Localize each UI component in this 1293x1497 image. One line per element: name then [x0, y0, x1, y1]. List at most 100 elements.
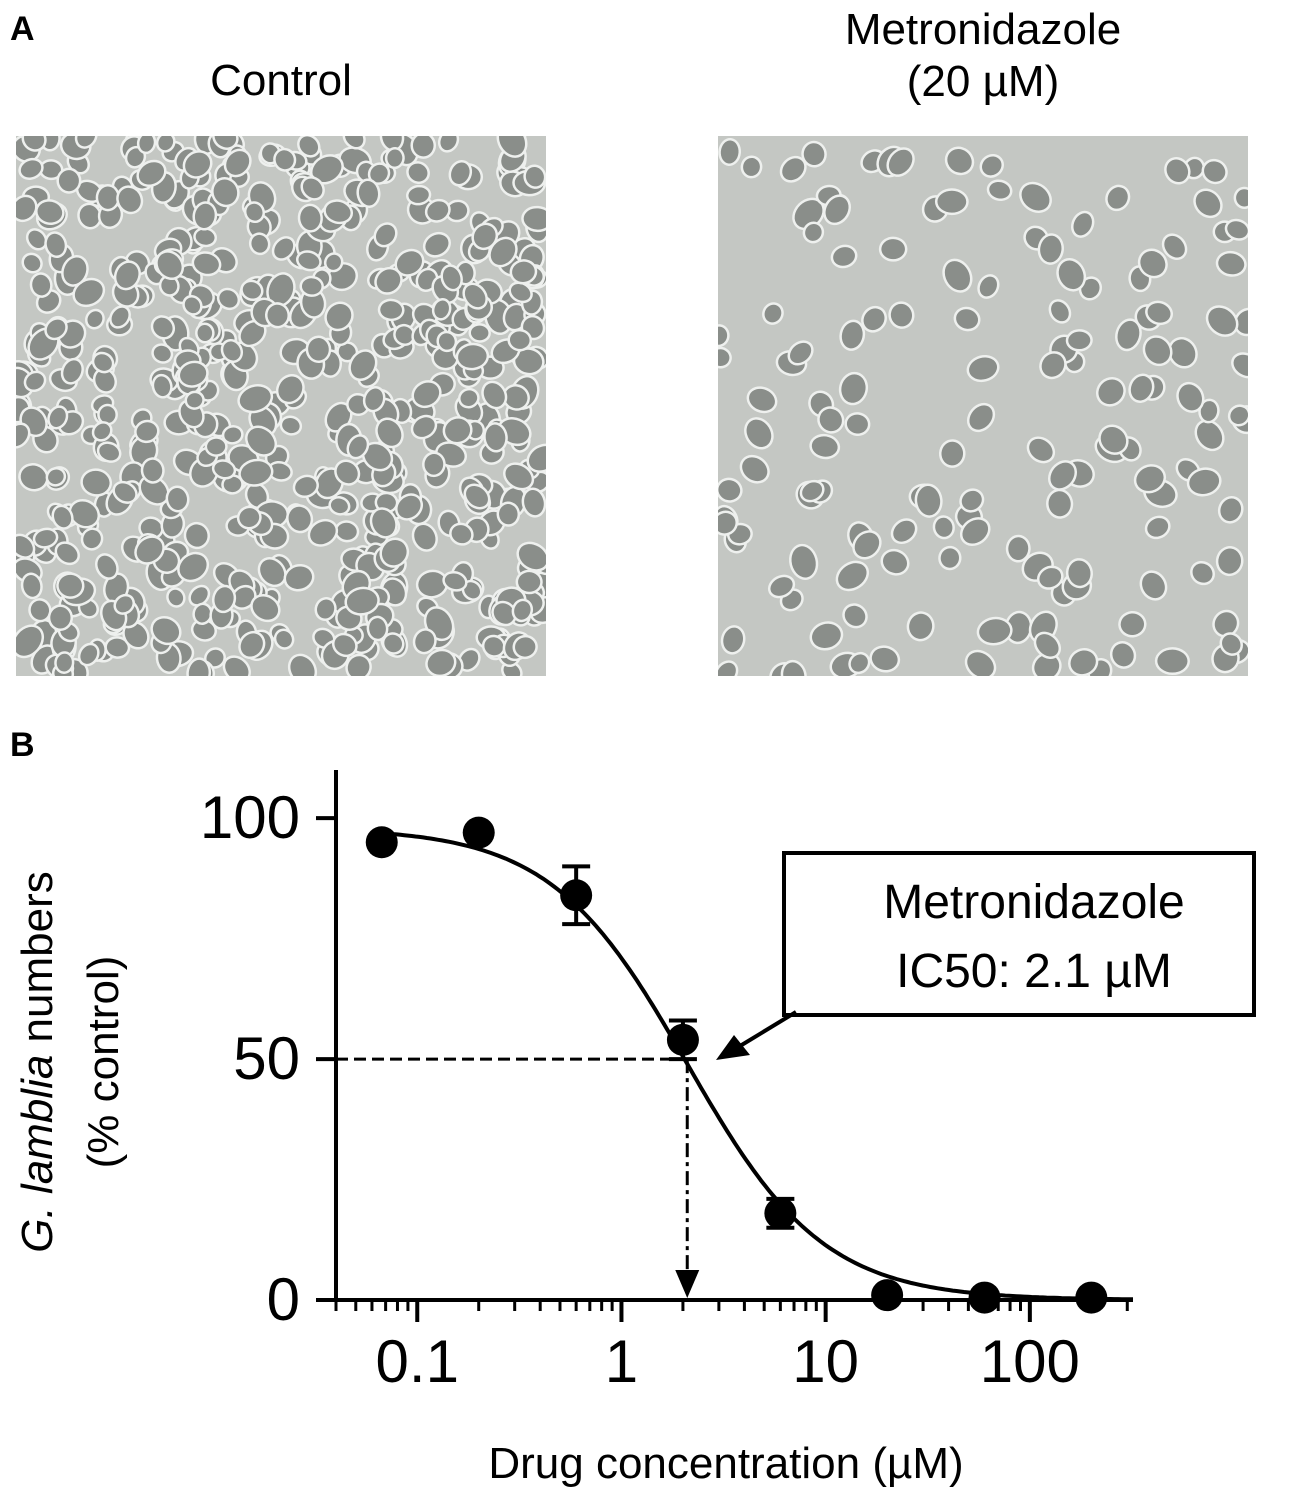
cell — [240, 633, 263, 657]
cell — [440, 136, 457, 151]
cell — [350, 351, 375, 379]
cell — [718, 480, 741, 501]
cell — [802, 482, 823, 500]
cell — [518, 544, 546, 570]
cell — [138, 162, 165, 185]
cell — [1233, 354, 1248, 376]
x-tick-label: 0.1 — [376, 1328, 459, 1395]
cell — [863, 308, 885, 331]
cell — [56, 653, 72, 672]
cell — [240, 322, 265, 345]
cell — [295, 477, 317, 496]
cell — [369, 618, 386, 639]
cell — [214, 587, 234, 611]
annotation-line2: IC50: 2.1 µM — [896, 945, 1172, 998]
cell — [276, 631, 292, 648]
cell — [1073, 213, 1092, 236]
cell — [80, 645, 98, 664]
cell — [188, 659, 209, 676]
cell — [23, 255, 41, 272]
cell — [1058, 260, 1084, 290]
cell — [124, 623, 148, 648]
cell — [1081, 278, 1100, 299]
cell — [1166, 159, 1189, 183]
cell — [413, 417, 435, 437]
tick-labels: 0 50 100 0.1 1 10 100 — [200, 784, 1080, 1395]
y-axis-label-rest: numbers — [13, 871, 62, 1054]
cell — [127, 148, 144, 167]
cell — [168, 589, 184, 606]
fit-curve-group — [381, 831, 1133, 1302]
cell — [967, 652, 994, 676]
cell — [233, 587, 255, 608]
cell — [316, 599, 335, 619]
data-point — [666, 1023, 699, 1056]
cell — [819, 408, 842, 432]
cell — [326, 303, 352, 329]
cell — [347, 656, 370, 676]
cell — [434, 300, 449, 319]
cell — [723, 627, 743, 653]
cell — [154, 376, 171, 397]
cell — [1157, 649, 1188, 673]
cell — [179, 554, 207, 580]
metronidazole-caption-line2: (20 µM) — [906, 57, 1060, 106]
cell — [979, 619, 1011, 644]
cell — [83, 529, 101, 549]
cell — [16, 197, 36, 220]
cell — [99, 406, 116, 423]
cell — [395, 326, 414, 344]
cell — [286, 566, 313, 590]
cell — [300, 206, 321, 231]
cell — [718, 326, 728, 345]
cell — [460, 650, 479, 670]
cell — [445, 418, 471, 442]
cell — [485, 424, 506, 451]
cell — [206, 649, 224, 667]
cell — [370, 164, 388, 183]
cell — [77, 136, 96, 147]
cell — [247, 428, 275, 455]
cell — [301, 278, 322, 295]
cell — [1230, 406, 1248, 424]
cell — [28, 230, 45, 249]
cell — [1041, 353, 1065, 377]
cell — [225, 657, 249, 676]
cell — [1142, 572, 1165, 599]
ic50-arrowhead — [675, 1270, 700, 1298]
cell — [1098, 379, 1124, 405]
cell — [1147, 518, 1169, 537]
cell — [812, 623, 841, 649]
cell — [377, 494, 396, 511]
cell — [524, 490, 544, 516]
cell — [1204, 161, 1226, 182]
cell — [79, 205, 100, 227]
metronidazole-caption: Metronidazole (20 µM) — [718, 4, 1248, 108]
cell — [833, 247, 855, 266]
cell — [841, 322, 863, 349]
cell — [408, 187, 429, 203]
cell — [514, 601, 531, 620]
cell — [111, 307, 129, 327]
cell — [1021, 184, 1050, 211]
cell — [841, 374, 866, 403]
cell — [326, 254, 341, 270]
cell — [224, 427, 242, 443]
cell — [418, 270, 436, 290]
cell — [302, 178, 323, 199]
cell — [376, 269, 401, 293]
cell — [749, 388, 775, 411]
annotation-arrowhead — [716, 1035, 750, 1060]
cell — [219, 290, 238, 308]
data-point — [871, 1279, 904, 1312]
cell — [16, 536, 33, 557]
fit-curve — [381, 831, 1133, 1302]
cell — [197, 324, 213, 341]
cell — [504, 386, 528, 409]
cell — [464, 582, 481, 599]
x-tick-label: 100 — [980, 1328, 1080, 1395]
annotation-box — [782, 851, 1256, 1017]
cell — [909, 613, 933, 639]
cell — [846, 414, 868, 434]
cell — [223, 341, 241, 361]
